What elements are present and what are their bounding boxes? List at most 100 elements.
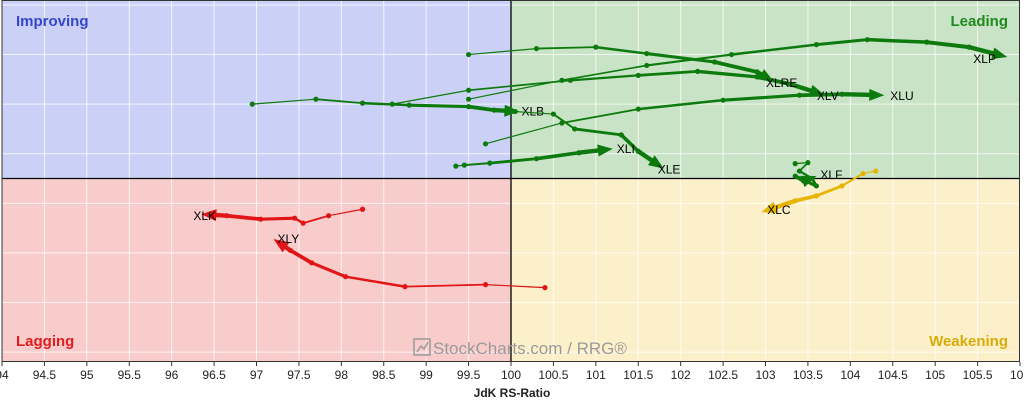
series-point (487, 160, 493, 166)
series-point (342, 274, 349, 280)
series-point (359, 100, 366, 106)
series-xlk: XLK (193, 206, 366, 226)
series-segment (467, 79, 572, 92)
series-label: XLV (817, 89, 839, 103)
series-point (813, 42, 820, 48)
grid-lines (2, 0, 1020, 362)
x-tick-label: 95.5 (118, 368, 142, 382)
x-tick-label: 100.5 (538, 368, 568, 382)
series-point (873, 168, 879, 174)
x-tick-label: 96 (165, 368, 179, 382)
plot-border (1, 0, 1020, 362)
series-segment (224, 213, 263, 222)
series-segment (924, 40, 972, 50)
series-segment (619, 133, 641, 154)
series-point (576, 150, 582, 156)
series-point (924, 39, 930, 45)
x-tick-label: 100 (501, 368, 521, 382)
series-point (754, 69, 760, 75)
series-segment (636, 70, 700, 77)
series-segment (344, 275, 407, 288)
x-tick-label: 102.5 (708, 368, 738, 382)
series-point (635, 72, 641, 78)
series-point (313, 96, 319, 102)
series-point (533, 45, 540, 52)
series-point (465, 87, 472, 93)
series-arrowhead (758, 69, 774, 82)
series-segment (573, 127, 623, 137)
series-label: XLE (658, 163, 681, 177)
series-point (359, 206, 366, 212)
series-point (258, 216, 264, 222)
series-point (533, 156, 540, 162)
series-arrowhead (273, 239, 290, 253)
x-tick-label: 98 (335, 368, 349, 382)
series-segment (404, 283, 487, 288)
series-point (792, 198, 798, 204)
series-point (593, 44, 599, 50)
series-point (754, 74, 760, 80)
series-point (860, 170, 866, 177)
series-segment (712, 60, 759, 74)
series-point (249, 101, 255, 107)
series-segment (815, 184, 844, 198)
series-arrowhead (800, 175, 817, 188)
series-xli: XLI (453, 142, 635, 169)
stockcharts-logo-icon-mark (416, 341, 429, 353)
series-point (813, 193, 820, 199)
series-segment (288, 248, 314, 265)
series-point (491, 107, 497, 113)
series-arrowhead (869, 88, 885, 101)
x-tick-label: 101 (586, 368, 606, 382)
series-segment (407, 103, 471, 109)
x-tick-label: 97.5 (287, 368, 311, 382)
series-segment (251, 98, 317, 105)
x-tick-label: 99.5 (457, 368, 481, 382)
series-arrowhead (201, 209, 217, 222)
series-segment (560, 108, 640, 124)
series-arrowhead (761, 201, 778, 214)
x-tick-label: 103 (755, 368, 775, 382)
series-xle: XLE (512, 108, 681, 177)
series-segment (645, 51, 717, 64)
series-point (813, 183, 820, 189)
series-point (792, 173, 798, 179)
series-segment (839, 92, 877, 98)
series-point (542, 285, 548, 291)
quadrant-labels: Improving Leading Lagging Weakening (16, 13, 1008, 350)
x-tick-label: 103.5 (793, 368, 823, 382)
series-label: XLRE (766, 76, 797, 90)
series-point (839, 91, 845, 97)
series-point (796, 92, 803, 98)
series-segment (793, 194, 819, 203)
x-tick-label: 94.5 (33, 368, 57, 382)
series-layer: XLP XLU XLV XLRE XLB XLE XLI XLF XLC XLK XLY (193, 37, 1008, 291)
x-tick-label: 104 (840, 368, 860, 382)
series-point (482, 141, 489, 147)
series-point (720, 97, 726, 103)
series-label: XLK (193, 209, 216, 223)
series-point (788, 81, 794, 87)
series-segment (814, 38, 869, 47)
series-segment (637, 98, 725, 111)
series-point (792, 161, 798, 167)
series-point (309, 260, 315, 266)
series-segment (302, 214, 330, 225)
series-segment (535, 46, 597, 50)
series-point (695, 68, 701, 75)
x-tick-label: 97 (250, 368, 264, 382)
x-tick-label: 96.5 (202, 368, 226, 382)
series-segment (695, 69, 759, 79)
series-point (461, 162, 467, 168)
quadrant-label-leading: Leading (950, 13, 1008, 30)
watermark: StockCharts.com / RRG® (413, 338, 627, 358)
series-point (300, 220, 306, 226)
series-segment (484, 284, 546, 289)
series-segment (594, 45, 648, 55)
series-xlp: XLP (465, 37, 1008, 102)
x-tick-label: 98.5 (372, 368, 396, 382)
series-point (796, 168, 803, 174)
x-axis-title: JdK RS-Ratio (474, 386, 551, 400)
x-tick-label: 105.5 (963, 368, 993, 382)
